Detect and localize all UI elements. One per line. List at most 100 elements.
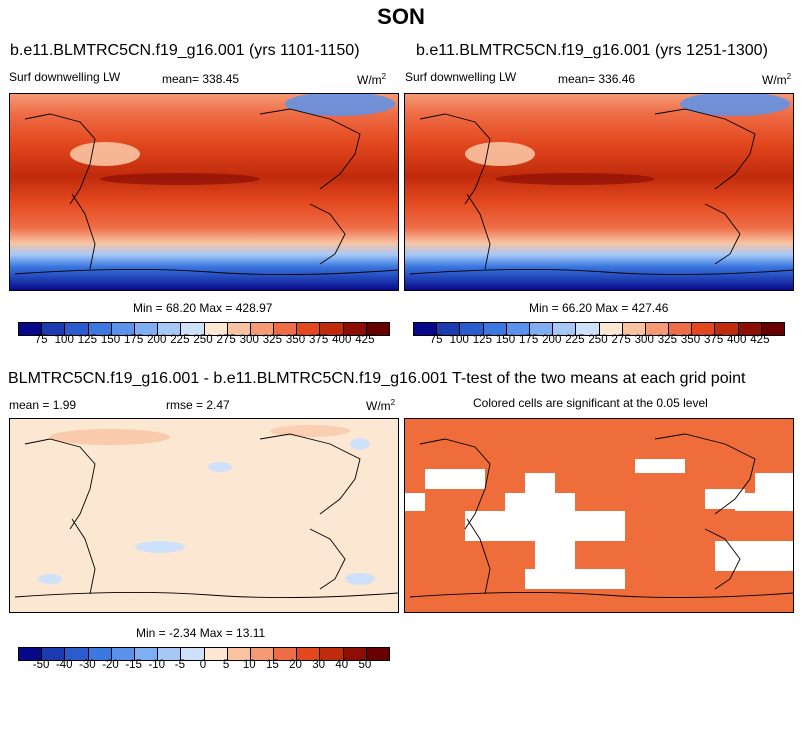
panel1-units: W/m2 [357, 72, 387, 87]
colorbar-abs-right-label: 175 [519, 334, 539, 346]
panel4-subtitle: Colored cells are significant at the 0.0… [473, 396, 708, 410]
colorbar-diff-swatch [343, 648, 367, 660]
colorbar-abs-left-swatch [366, 323, 389, 335]
colorbar-abs-right-label: 400 [727, 334, 747, 346]
colorbar-abs-right-label: 75 [429, 334, 443, 346]
colorbar-abs-right-label: 200 [542, 334, 562, 346]
colorbar-abs-left-label: 325 [262, 334, 282, 346]
colorbar-abs-left-swatch [297, 323, 321, 335]
panel4-title: T-test of the two means at each grid poi… [452, 370, 746, 387]
season-title: SON [377, 4, 425, 29]
colorbar-abs-left-label: 250 [193, 334, 213, 346]
panel1-mean: mean= 338.45 [162, 72, 240, 86]
colorbar-abs-left-label: 200 [147, 334, 167, 346]
colorbar-abs-left-swatch [42, 323, 66, 335]
colorbar-diff-swatch [65, 648, 89, 660]
colorbar-diff-label: -5 [174, 659, 185, 671]
colorbar-diff-label: -40 [55, 659, 73, 671]
colorbar-abs-right-swatch [645, 323, 670, 335]
colorbar-diff-swatch [42, 648, 66, 660]
colorbar-diff-label: 20 [289, 659, 302, 671]
colorbar-abs-right-swatch [692, 323, 716, 335]
panel4-map [404, 418, 794, 613]
colorbar-diff-swatch [181, 648, 205, 660]
colorbar-diff-label: -15 [125, 659, 142, 671]
panel2-units: W/m2 [762, 72, 792, 87]
panel3-rmse: rmse = 2.47 [166, 398, 230, 412]
colorbar-abs-right-swatch [576, 323, 600, 335]
panel3-map [9, 418, 399, 613]
panel3-map-svg [14, 425, 398, 599]
colorbar-diff-label: 10 [242, 659, 256, 671]
panel3-title: BLMTRC5CN.f19_g16.001 - b.e11.BLMTRC5CN.… [8, 370, 448, 387]
colorbar-diff-label: 15 [265, 659, 279, 671]
colorbar-diff-swatch [88, 648, 112, 660]
colorbar-abs-right-label: 375 [704, 334, 724, 346]
colorbar-abs-left-label: 150 [100, 334, 121, 346]
colorbar-abs-left-label: 125 [77, 334, 97, 346]
colorbar-diff-swatch [111, 648, 135, 660]
panel4-map-svg [405, 419, 793, 612]
colorbar-abs-left-swatch [134, 323, 159, 335]
panel3-mean: mean = 1.99 [9, 398, 77, 412]
colorbar-diff-label: 50 [358, 659, 372, 671]
colorbar-abs-left-swatch [227, 323, 251, 335]
colorbar-abs-left-swatch [320, 323, 344, 335]
colorbar-difference [18, 647, 390, 661]
colorbar-diff-swatch [250, 648, 275, 660]
colorbar-abs-left-swatch [19, 323, 43, 335]
colorbar-abs-right-label: 325 [657, 334, 677, 346]
colorbar-abs-right-swatch [761, 323, 784, 335]
colorbar-diff-swatch [274, 648, 298, 660]
panel1-variable: Surf downwelling LW [9, 70, 121, 84]
colorbar-abs-left-swatch [204, 323, 228, 335]
colorbar-abs-left-swatch [181, 323, 205, 335]
colorbar-abs-right-label: 125 [472, 334, 492, 346]
colorbar-abs-right-swatch [553, 323, 577, 335]
panel1-title: b.e11.BLMTRC5CN.f19_g16.001 (yrs 1101-11… [10, 42, 360, 59]
colorbar-abs-right-swatch [506, 323, 530, 335]
colorbar-abs-right-swatch [483, 323, 507, 335]
colorbar-abs-right-label: 350 [680, 334, 701, 346]
colorbar-abs-right-swatch [460, 323, 484, 335]
colorbar-abs-left-swatch [65, 323, 89, 335]
colorbar-diff-swatch [19, 648, 43, 660]
colorbar-abs-left-swatch [111, 323, 135, 335]
panel2-mean: mean= 336.46 [558, 72, 636, 86]
colorbar-abs-right-label: 225 [565, 334, 585, 346]
colorbar-abs-left-label: 350 [285, 334, 306, 346]
panel2-map-svg [405, 94, 793, 290]
colorbar-diff-swatch [297, 648, 321, 660]
colorbar-abs-left-label: 275 [216, 334, 236, 346]
colorbar-abs-right-label: 250 [588, 334, 608, 346]
colorbar-abs-left-label: 100 [54, 334, 74, 346]
panel2-title: b.e11.BLMTRC5CN.f19_g16.001 (yrs 1251-13… [416, 42, 768, 59]
panel2-map [404, 93, 794, 291]
colorbar-abs-left-swatch [88, 323, 112, 335]
colorbar-abs-right-swatch [738, 323, 762, 335]
colorbar-abs-right-label: 150 [495, 334, 516, 346]
colorbar-diff-label: -20 [102, 659, 119, 671]
panel3-minmax: Min = -2.34 Max = 13.11 [136, 626, 266, 640]
panel1-map [9, 93, 399, 291]
colorbar-abs-right-swatch [414, 323, 438, 335]
colorbar-diff-swatch [227, 648, 251, 660]
colorbar-abs-left-swatch [343, 323, 367, 335]
colorbar-diff-label: -10 [148, 659, 166, 671]
panel2-minmax: Min = 66.20 Max = 427.46 [529, 301, 669, 315]
colorbar-abs-right-swatch [437, 323, 461, 335]
colorbar-abs-right-label: 300 [634, 334, 654, 346]
colorbar-abs-right-label: 425 [750, 334, 770, 346]
colorbar-diff-label: -50 [32, 659, 50, 671]
colorbar-diff-swatch [204, 648, 228, 660]
colorbar-abs-right-swatch [599, 323, 623, 335]
colorbar-abs-right-swatch [669, 323, 693, 335]
colorbar-diff-label: 40 [335, 659, 349, 671]
colorbar-diff-label: 30 [312, 659, 326, 671]
colorbar-abs-left-swatch [274, 323, 298, 335]
panel2-variable: Surf downwelling LW [405, 70, 517, 84]
panel1-minmax: Min = 68.20 Max = 428.97 [133, 301, 273, 315]
colorbar-abs-left-label: 375 [309, 334, 329, 346]
colorbar-diff-swatch [134, 648, 159, 660]
colorbar-abs-right-swatch [715, 323, 739, 335]
